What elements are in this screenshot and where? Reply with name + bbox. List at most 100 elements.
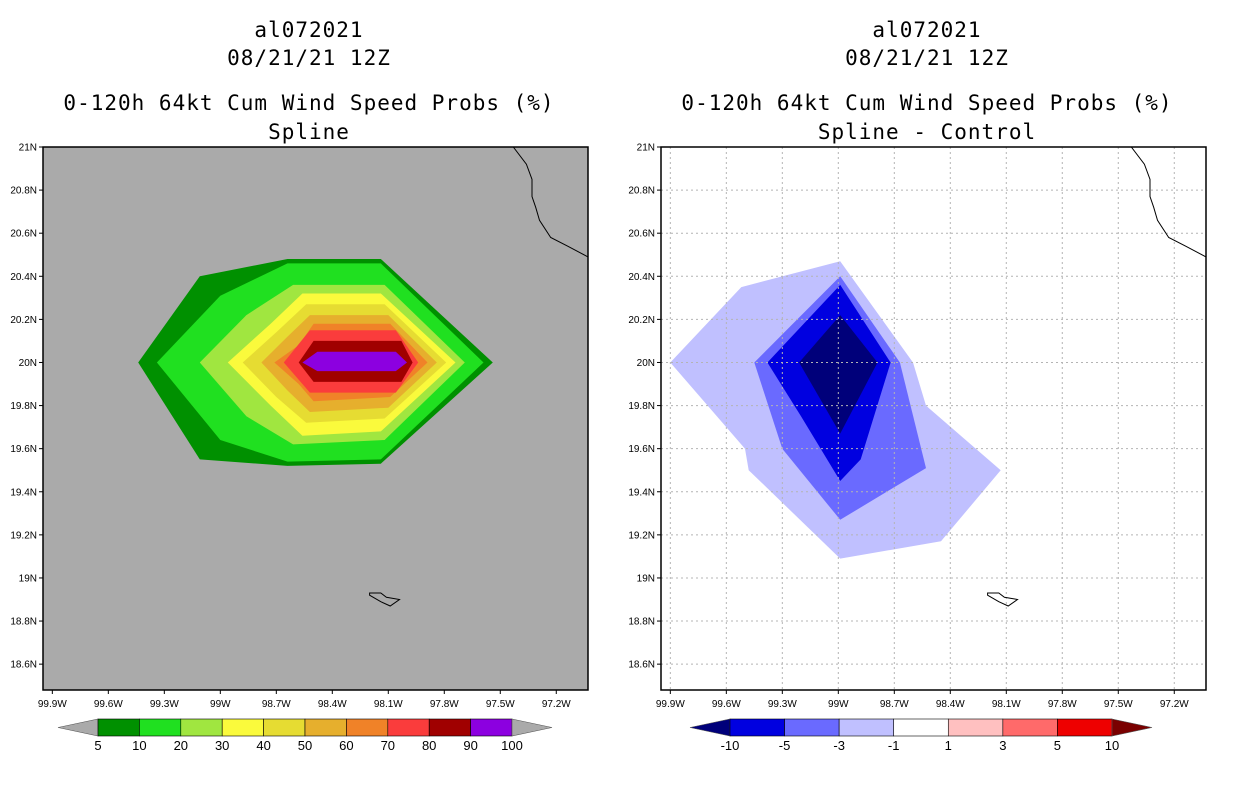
y-tick-label: 19.4N	[10, 487, 37, 498]
colorbar-label: 1	[945, 738, 952, 753]
colorbar-label: 20	[174, 738, 188, 753]
colorbar-swatch	[470, 718, 513, 737]
colorbar-swatch	[428, 718, 471, 737]
contour-level-90	[302, 351, 407, 372]
x-tick-label: 97.2W	[1160, 699, 1189, 710]
x-tick-label: 97.5W	[1104, 699, 1133, 710]
x-tick-label: 99.9W	[656, 699, 685, 710]
x-tick-label: 97.5W	[486, 699, 515, 710]
plot-area	[661, 147, 1206, 690]
x-tick-label: 99.6W	[712, 699, 741, 710]
colorbar-label: 100	[501, 738, 523, 753]
x-tick-label: 97.2W	[542, 699, 571, 710]
y-tick-label: 19.2N	[10, 530, 37, 541]
y-tick-label: 20.8N	[628, 186, 655, 197]
colorbar-swatch	[139, 718, 182, 737]
colorbar-label: -1	[888, 738, 900, 753]
colorbar-swatch	[304, 718, 347, 737]
y-tick-label: 19N	[19, 573, 37, 584]
colorbar-low-arrow	[57, 718, 99, 737]
panel-subtitle: Spline - Control	[817, 120, 1037, 144]
x-tick-label: 98.1W	[374, 699, 403, 710]
y-tick-label: 19.4N	[628, 487, 655, 498]
colorbar-label: 5	[94, 738, 101, 753]
y-tick-label: 18.6N	[10, 660, 37, 671]
y-tick-label: 20.2N	[628, 315, 655, 326]
colorbar-label: 30	[215, 738, 229, 753]
valid-time-title: 08/21/21 12Z	[845, 46, 1009, 70]
colorbar-swatch	[838, 718, 895, 737]
colorbar-swatch	[784, 718, 840, 737]
colorbar-label: 10	[132, 738, 146, 753]
contour-level-neg10	[799, 315, 878, 434]
y-tick-label: 21N	[19, 143, 37, 154]
left-map-chart: 99.9W 99.6W 99.3W 99W 98.7W 98.4W 98.1W 97.8W 97…	[10, 143, 589, 753]
colorbar-swatch	[97, 718, 140, 737]
colorbar-label: 10	[1105, 738, 1119, 753]
colorbar-label: -5	[779, 738, 791, 753]
colorbar-swatch	[1057, 718, 1113, 737]
y-tick-label: 19.2N	[628, 530, 655, 541]
plot-frame	[42, 146, 589, 691]
colorbar-label: -3	[833, 738, 845, 753]
colorbar-swatch	[947, 718, 1004, 737]
colorbar-swatch	[180, 718, 223, 737]
colorbar-swatch	[1002, 718, 1058, 737]
y-tick-label: 20.6N	[10, 229, 37, 240]
x-tick-label: 97.8W	[430, 699, 459, 710]
colorbar-swatch	[729, 718, 785, 737]
y-tick-label: 20.4N	[10, 272, 37, 283]
x-tick-label: 98.4W	[318, 699, 347, 710]
x-tick-label: 99W	[828, 699, 849, 710]
x-tick-label: 98.7W	[262, 699, 291, 710]
x-tick-label: 99W	[210, 699, 231, 710]
left-panel: al072021 08/21/21 12Z 0-120h 64kt Cum Wi…	[10, 18, 589, 753]
y-tick-label: 18.8N	[628, 617, 655, 628]
product-title: 0-120h 64kt Cum Wind Speed Probs (%)	[681, 91, 1173, 115]
colorbar-label: 70	[381, 738, 395, 753]
colorbar-high-arrow	[1111, 718, 1153, 737]
y-tick-label: 19.6N	[628, 444, 655, 455]
colorbar-swatch	[221, 718, 264, 737]
coastline	[512, 147, 588, 258]
colorbar-swatch	[893, 718, 949, 737]
x-tick-label: 99.6W	[94, 699, 123, 710]
panel-subtitle: Spline	[268, 120, 350, 144]
y-tick-label: 21N	[637, 143, 655, 154]
right-map-chart: 99.9W 99.6W 99.3W 99W 98.7W 98.4W 98.1W 97.8W 97…	[628, 143, 1207, 753]
plot-frame	[660, 146, 1207, 691]
colorbar-swatch	[346, 718, 389, 737]
x-tick-label: 99.3W	[150, 699, 179, 710]
colorbar-label: 90	[463, 738, 477, 753]
plot-area	[138, 147, 588, 607]
colorbar-label: 80	[422, 738, 436, 753]
colorbar-swatch	[263, 718, 306, 737]
colorbar-label: 60	[339, 738, 353, 753]
x-tick-label: 99.9W	[38, 699, 67, 710]
y-tick-label: 20.8N	[10, 186, 37, 197]
colorbar-label: 3	[999, 738, 1006, 753]
product-title: 0-120h 64kt Cum Wind Speed Probs (%)	[63, 91, 555, 115]
colorbar-label: 5	[1054, 738, 1061, 753]
colorbar-label: 50	[298, 738, 312, 753]
y-tick-label: 19N	[637, 573, 655, 584]
y-tick-label: 19.6N	[10, 444, 37, 455]
x-tick-label: 99.3W	[768, 699, 797, 710]
colorbar-low-arrow	[689, 718, 731, 737]
y-tick-label: 20.4N	[628, 272, 655, 283]
island-outline	[369, 592, 401, 607]
coastline	[1130, 147, 1206, 258]
y-tick-label: 18.6N	[628, 660, 655, 671]
x-tick-label: 97.8W	[1048, 699, 1077, 710]
colorbar-label: -10	[721, 738, 740, 753]
colorbar-label: 40	[256, 738, 270, 753]
colorbar-high-arrow	[511, 718, 553, 737]
colorbar-swatch	[387, 718, 430, 737]
y-tick-label: 20N	[19, 358, 37, 369]
x-tick-label: 98.1W	[992, 699, 1021, 710]
valid-time-title: 08/21/21 12Z	[227, 46, 391, 70]
x-tick-label: 98.7W	[880, 699, 909, 710]
island-outline	[987, 592, 1019, 607]
storm-id-title: al072021	[254, 18, 364, 42]
storm-id-title: al072021	[872, 18, 982, 42]
